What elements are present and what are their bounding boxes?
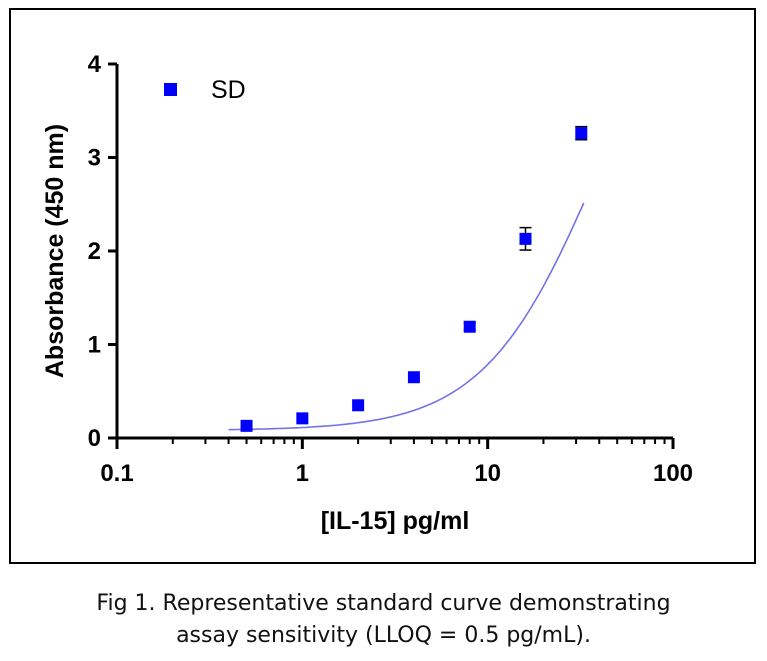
- x-tick-label: 0.1: [100, 460, 133, 487]
- legend: SD: [164, 76, 246, 104]
- data-point: [240, 419, 253, 432]
- data-point: [352, 399, 365, 412]
- figure-caption: Fig 1. Representative standard curve dem…: [0, 588, 767, 652]
- fit-curve-layer: [228, 202, 585, 431]
- y-tick-label: 4: [88, 51, 102, 78]
- data-points-layer: [240, 125, 588, 432]
- x-tick-label: 10: [474, 460, 501, 487]
- figure-frame: [9, 8, 756, 564]
- data-point: [296, 412, 309, 425]
- y-tick-label: 3: [88, 145, 101, 172]
- y-axis-title: Absorbance (450 nm): [41, 124, 69, 378]
- caption-line-1: Fig 1. Representative standard curve dem…: [96, 591, 671, 616]
- y-tick-label: 0: [88, 425, 101, 452]
- fit-curve: [228, 202, 585, 431]
- ticks: 0 1 2 3 4 0.1 1 10 100: [88, 51, 693, 487]
- legend-label: SD: [211, 76, 246, 104]
- data-point: [519, 232, 532, 245]
- axes: [115, 64, 673, 440]
- data-point: [407, 371, 420, 384]
- y-tick-label: 2: [88, 238, 101, 265]
- x-tick-label: 1: [296, 460, 309, 487]
- standard-curve-chart: 0 1 2 3 4 0.1 1 10 100 [IL-15] pg/ml Absorbance …: [41, 51, 693, 535]
- x-tick-label: 100: [653, 460, 693, 487]
- y-tick-label: 1: [88, 332, 101, 359]
- data-point: [463, 320, 476, 333]
- caption-line-2: assay sensitivity (LLOQ = 0.5 pg/mL).: [176, 623, 591, 648]
- legend-marker: [164, 83, 177, 96]
- x-axis-title: [IL-15] pg/ml: [321, 507, 470, 535]
- data-point: [575, 127, 588, 140]
